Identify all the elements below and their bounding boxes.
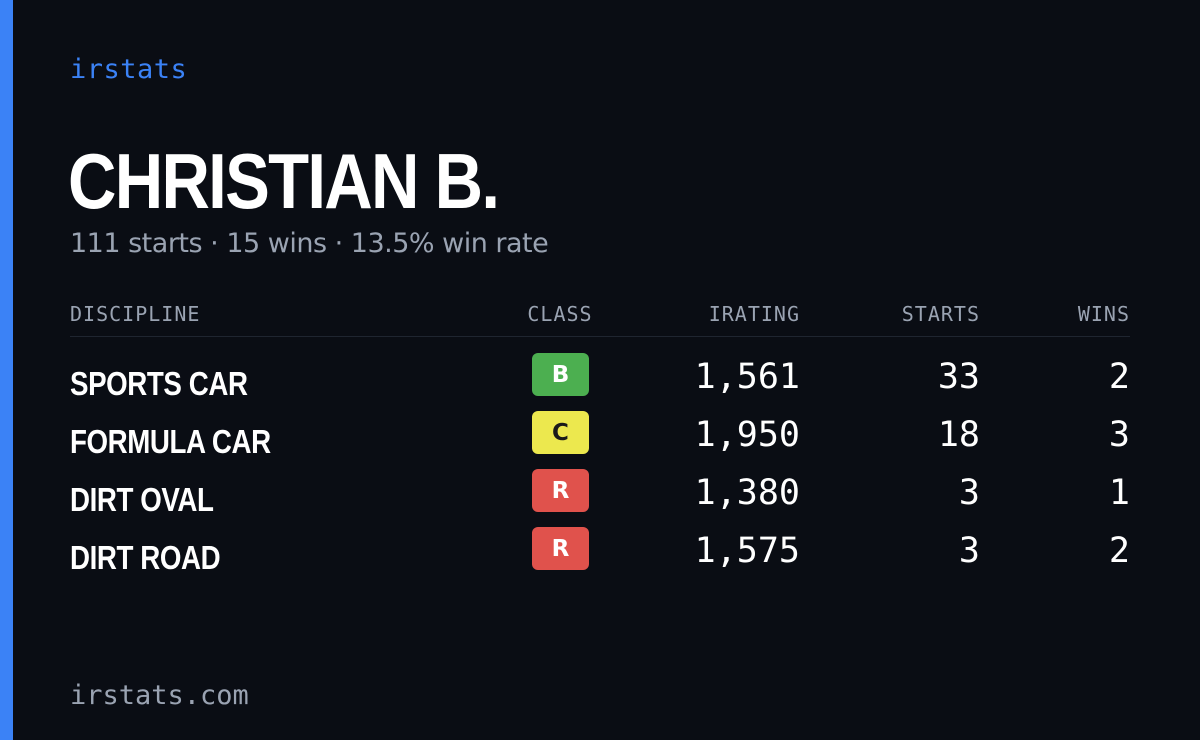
table-body: SPORTS CAR B 1,561 33 2 FORMULA CAR C 1,…: [70, 353, 1130, 585]
accent-bar: [0, 0, 13, 740]
header-class: CLASS: [527, 302, 593, 326]
class-badge: C: [532, 411, 589, 454]
discipline-name: SPORTS CAR: [70, 365, 248, 402]
class-badge: R: [532, 469, 589, 512]
driver-summary: 111 starts · 15 wins · 13.5% win rate: [70, 228, 549, 259]
wins-value: 3: [1108, 415, 1130, 455]
table-row: DIRT ROAD R 1,575 3 2: [70, 527, 1130, 585]
wins-value: 2: [1108, 531, 1130, 571]
discipline-name: DIRT ROAD: [70, 539, 221, 576]
header-irating: IRATING: [708, 302, 800, 326]
irating-value: 1,561: [694, 357, 800, 397]
footer-url: irstats.com: [70, 680, 249, 711]
discipline-name: DIRT OVAL: [70, 481, 214, 518]
table-row: FORMULA CAR C 1,950 18 3: [70, 411, 1130, 469]
class-badge: R: [532, 527, 589, 570]
starts-value: 3: [958, 473, 980, 513]
table-row: DIRT OVAL R 1,380 3 1: [70, 469, 1130, 527]
header-wins: WINS: [1077, 302, 1130, 326]
table-row: SPORTS CAR B 1,561 33 2: [70, 353, 1130, 411]
wins-value: 1: [1108, 473, 1130, 513]
discipline-name: FORMULA CAR: [70, 423, 271, 460]
brand-logo: irstats: [70, 54, 188, 85]
irating-value: 1,950: [694, 415, 800, 455]
driver-name: CHRISTIAN B.: [68, 137, 500, 225]
starts-value: 18: [937, 415, 980, 455]
table-header: DISCIPLINE CLASS IRATING STARTS WINS: [70, 296, 1130, 337]
irating-value: 1,380: [694, 473, 800, 513]
wins-value: 2: [1108, 357, 1130, 397]
starts-value: 3: [958, 531, 980, 571]
header-discipline: DISCIPLINE: [70, 302, 201, 326]
irating-value: 1,575: [694, 531, 800, 571]
stats-table: DISCIPLINE CLASS IRATING STARTS WINS SPO…: [70, 296, 1130, 585]
class-badge: B: [532, 353, 589, 396]
header-starts: STARTS: [901, 302, 980, 326]
starts-value: 33: [937, 357, 980, 397]
